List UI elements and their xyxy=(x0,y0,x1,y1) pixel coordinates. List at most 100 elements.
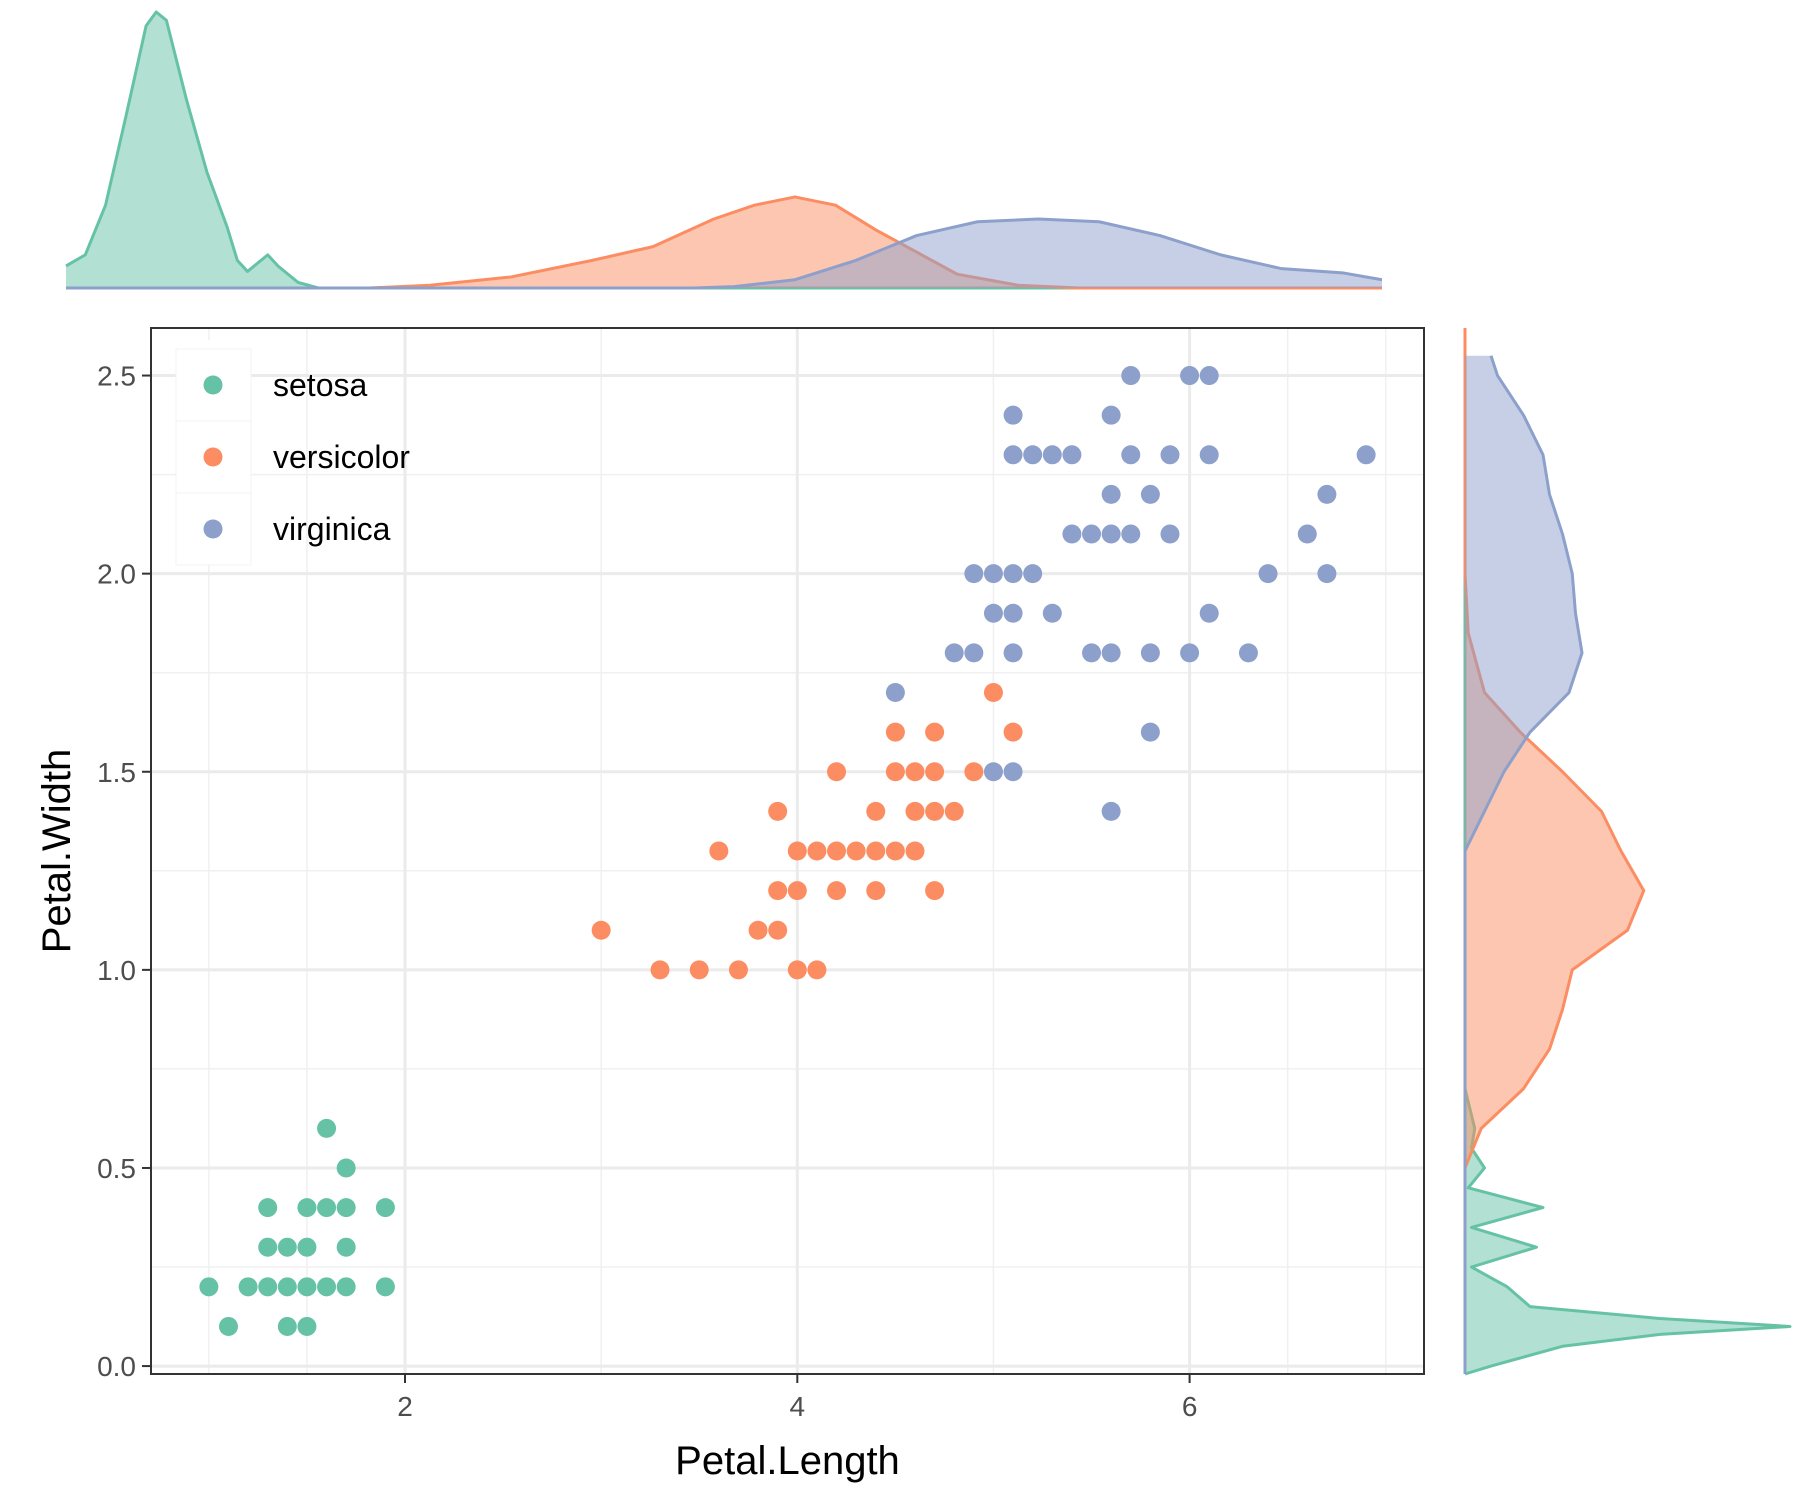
point-setosa xyxy=(258,1198,278,1218)
legend-label-virginica: virginica xyxy=(273,511,391,547)
axes: 2 4 6 0.0 0.5 1.0 1.5 2.0 2.5 xyxy=(97,361,1197,1422)
point-versicolor xyxy=(925,801,945,821)
point-versicolor xyxy=(807,960,827,980)
y-tick-label: 1.5 xyxy=(97,757,136,788)
point-setosa xyxy=(277,1316,297,1336)
point-versicolor xyxy=(650,960,670,980)
point-virginica xyxy=(1101,405,1121,425)
point-versicolor xyxy=(807,841,827,861)
point-versicolor xyxy=(925,762,945,782)
point-setosa xyxy=(199,1277,219,1297)
point-setosa xyxy=(297,1316,317,1336)
x-tick-label: 4 xyxy=(790,1391,806,1422)
point-versicolor xyxy=(885,762,905,782)
point-versicolor xyxy=(748,920,768,940)
top-density-fill-virginica xyxy=(66,219,1382,288)
point-virginica xyxy=(1140,643,1160,663)
gridlines xyxy=(151,328,1424,1374)
point-virginica xyxy=(1023,564,1043,584)
x-axis-title: Petal.Length xyxy=(675,1439,900,1483)
x-tick-label: 2 xyxy=(397,1391,413,1422)
point-versicolor xyxy=(905,762,925,782)
point-virginica xyxy=(1003,445,1023,465)
point-virginica xyxy=(1101,524,1121,544)
point-setosa xyxy=(218,1316,238,1336)
point-versicolor xyxy=(866,881,886,901)
point-virginica xyxy=(1199,603,1219,623)
point-virginica xyxy=(885,683,905,703)
point-virginica xyxy=(1101,484,1121,504)
right-density-panel xyxy=(1463,328,1792,1376)
point-virginica xyxy=(983,762,1003,782)
point-setosa xyxy=(336,1277,356,1297)
point-setosa xyxy=(277,1277,297,1297)
point-virginica xyxy=(1238,643,1258,663)
point-versicolor xyxy=(925,722,945,742)
point-virginica xyxy=(1003,564,1023,584)
legend-label-setosa: setosa xyxy=(273,367,367,403)
point-setosa xyxy=(297,1277,317,1297)
point-setosa xyxy=(317,1277,337,1297)
point-versicolor xyxy=(768,920,788,940)
top-density-fill-setosa xyxy=(66,12,1382,288)
point-setosa xyxy=(297,1198,317,1218)
right-density-fill-versicolor xyxy=(1465,328,1644,1374)
point-versicolor xyxy=(866,841,886,861)
point-versicolor xyxy=(591,920,611,940)
point-versicolor xyxy=(768,881,788,901)
point-virginica xyxy=(964,564,984,584)
point-versicolor xyxy=(846,841,866,861)
point-versicolor xyxy=(905,841,925,861)
point-setosa xyxy=(258,1277,278,1297)
y-tick-label: 2.5 xyxy=(97,361,136,392)
point-setosa xyxy=(336,1237,356,1257)
point-virginica xyxy=(1140,484,1160,504)
point-virginica xyxy=(964,643,984,663)
point-versicolor xyxy=(964,762,984,782)
point-versicolor xyxy=(787,841,807,861)
point-versicolor xyxy=(787,960,807,980)
point-versicolor xyxy=(885,841,905,861)
point-virginica xyxy=(1199,366,1219,386)
point-versicolor xyxy=(944,801,964,821)
legend-label-versicolor: versicolor xyxy=(273,439,410,475)
point-virginica xyxy=(1003,762,1023,782)
point-versicolor xyxy=(827,841,847,861)
point-virginica xyxy=(1003,405,1023,425)
point-virginica xyxy=(1023,445,1043,465)
plot-panel-border xyxy=(150,327,1425,1375)
point-setosa xyxy=(375,1198,395,1218)
point-virginica xyxy=(1258,564,1278,584)
point-setosa xyxy=(277,1237,297,1257)
point-virginica xyxy=(1297,524,1317,544)
y-tick-label: 0.5 xyxy=(97,1153,136,1184)
point-virginica xyxy=(1042,445,1062,465)
point-versicolor xyxy=(1003,722,1023,742)
point-virginica xyxy=(983,564,1003,584)
x-tick-label: 6 xyxy=(1182,1391,1198,1422)
point-virginica xyxy=(1121,366,1141,386)
scatter-points xyxy=(199,366,1376,1336)
point-virginica xyxy=(1160,524,1180,544)
point-virginica xyxy=(1140,722,1160,742)
point-versicolor xyxy=(983,683,1003,703)
point-versicolor xyxy=(827,881,847,901)
point-setosa xyxy=(317,1118,337,1138)
point-virginica xyxy=(1199,445,1219,465)
point-versicolor xyxy=(768,801,788,821)
point-setosa xyxy=(238,1277,258,1297)
legend-marker-virginica xyxy=(203,519,223,539)
point-versicolor xyxy=(787,881,807,901)
right-density-line-virginica xyxy=(1463,355,1584,1374)
point-virginica xyxy=(1180,643,1200,663)
point-virginica xyxy=(1003,603,1023,623)
point-versicolor xyxy=(866,801,886,821)
point-virginica xyxy=(1042,603,1062,623)
point-virginica xyxy=(983,603,1003,623)
point-versicolor xyxy=(905,801,925,821)
point-virginica xyxy=(1121,524,1141,544)
y-tick-label: 0.0 xyxy=(97,1351,136,1382)
top-density-line-virginica xyxy=(66,217,1383,290)
point-virginica xyxy=(1101,801,1121,821)
